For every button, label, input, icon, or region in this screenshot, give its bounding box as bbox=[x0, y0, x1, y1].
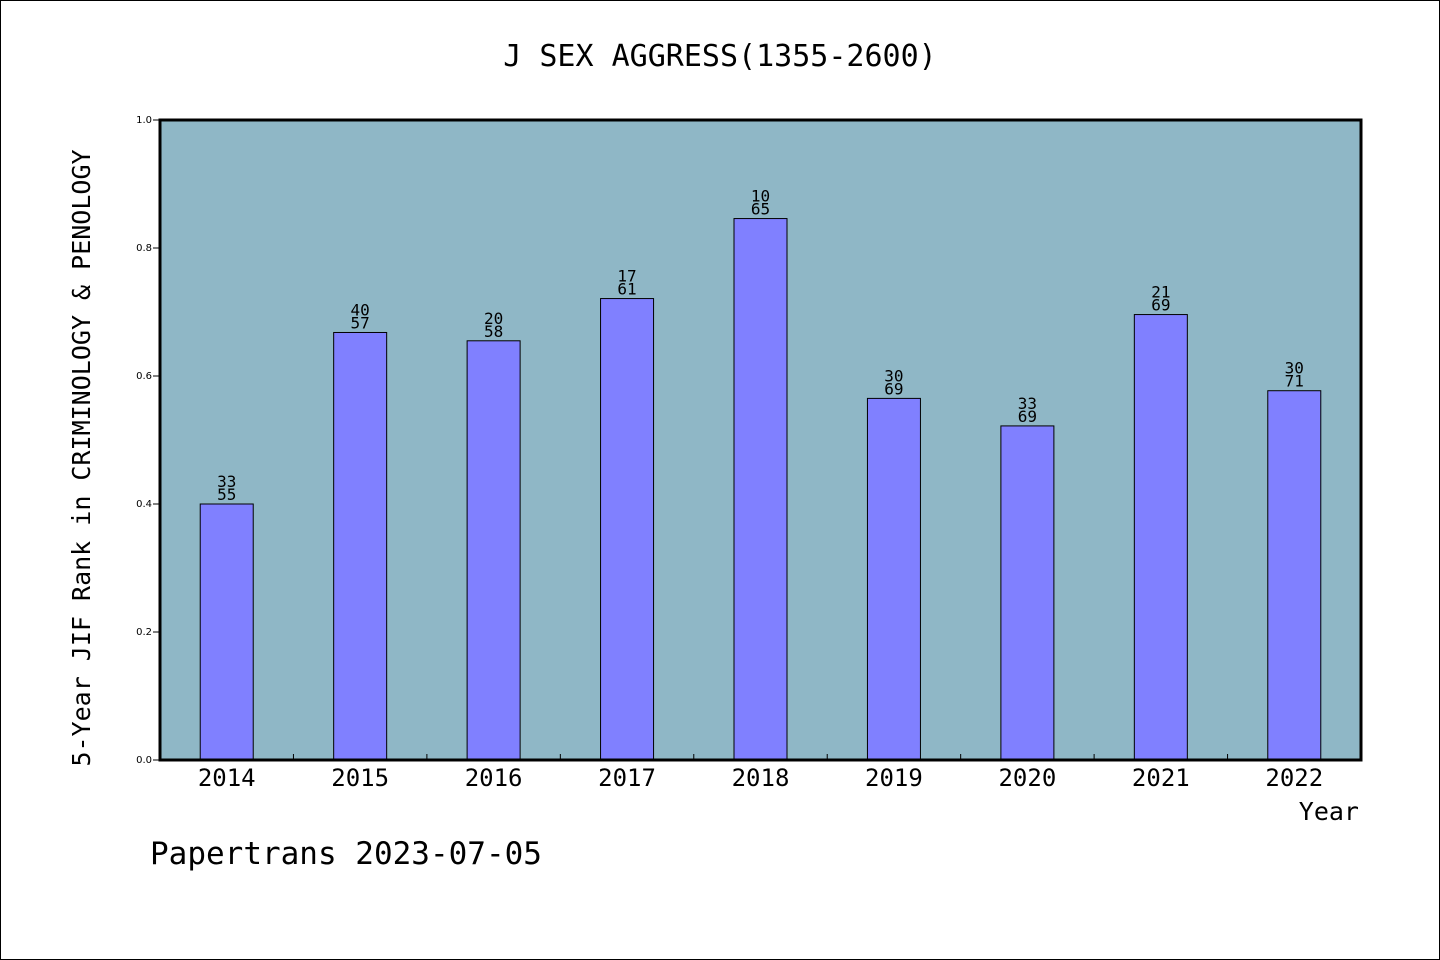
x-tick-label: 2014 bbox=[198, 764, 256, 792]
bar-label-rank: 30 bbox=[1285, 359, 1304, 378]
y-tick-label: 0.2 bbox=[136, 627, 152, 638]
bar-label-total: 65 bbox=[751, 200, 770, 219]
y-tick-label: 0.4 bbox=[136, 499, 152, 510]
bar-label-rank: 10 bbox=[751, 187, 770, 206]
bar bbox=[600, 298, 655, 761]
bar-label-rank: 21 bbox=[1151, 283, 1170, 302]
bar-label-total: 71 bbox=[1285, 372, 1304, 391]
bar-label-total: 57 bbox=[351, 313, 370, 332]
bar-label-total: 58 bbox=[484, 322, 503, 341]
bar bbox=[1000, 425, 1055, 761]
chart-title: J SEX AGGRESS(1355-2600) bbox=[503, 39, 936, 74]
bar bbox=[733, 218, 788, 761]
x-tick-label: 2018 bbox=[732, 764, 790, 792]
y-axis-label: 5-Year JIF Rank in CRIMINOLOGY & PENOLOG… bbox=[67, 149, 96, 766]
x-tick-label: 2021 bbox=[1132, 764, 1190, 792]
bar bbox=[1267, 390, 1322, 761]
x-tick-label: 2015 bbox=[331, 764, 389, 792]
bar bbox=[1133, 314, 1188, 761]
bar bbox=[333, 331, 388, 761]
y-axis: 0.0 0.2 0.4 0.6 0.8 1.0 bbox=[136, 115, 160, 766]
x-axis-label: Year bbox=[1299, 797, 1359, 826]
plot-border bbox=[158, 118, 1363, 762]
bar bbox=[866, 397, 921, 761]
bar-label-rank: 40 bbox=[351, 300, 370, 319]
bar-label-rank: 20 bbox=[484, 309, 503, 328]
bar-label-total: 69 bbox=[1151, 296, 1170, 315]
bar bbox=[466, 340, 521, 761]
x-tick-label: 2020 bbox=[998, 764, 1056, 792]
bar-label-total: 69 bbox=[1018, 407, 1037, 426]
bar bbox=[199, 503, 254, 761]
bar-label-total: 55 bbox=[217, 485, 236, 504]
x-tick-label: 2022 bbox=[1265, 764, 1323, 792]
bar-label-total: 61 bbox=[617, 280, 636, 299]
x-axis: 2014 2015 2016 2017 2018 2019 2020 2021 2022 bbox=[198, 754, 1323, 792]
bar-label-rank: 33 bbox=[1018, 394, 1037, 413]
bar-label-rank: 33 bbox=[217, 472, 236, 491]
y-tick-label: 0.8 bbox=[136, 243, 152, 254]
x-tick-label: 2016 bbox=[465, 764, 523, 792]
y-tick-label: 0.6 bbox=[136, 371, 152, 382]
x-tick-label: 2019 bbox=[865, 764, 923, 792]
footer-credit: Papertrans 2023-07-05 bbox=[150, 836, 542, 872]
y-tick-label: 1.0 bbox=[136, 115, 152, 126]
bar-label-rank: 17 bbox=[617, 267, 636, 286]
y-tick-label: 0.0 bbox=[136, 755, 152, 766]
x-tick-label: 2017 bbox=[598, 764, 656, 792]
bar-label-total: 69 bbox=[884, 379, 903, 398]
bar-label-rank: 30 bbox=[884, 366, 903, 385]
